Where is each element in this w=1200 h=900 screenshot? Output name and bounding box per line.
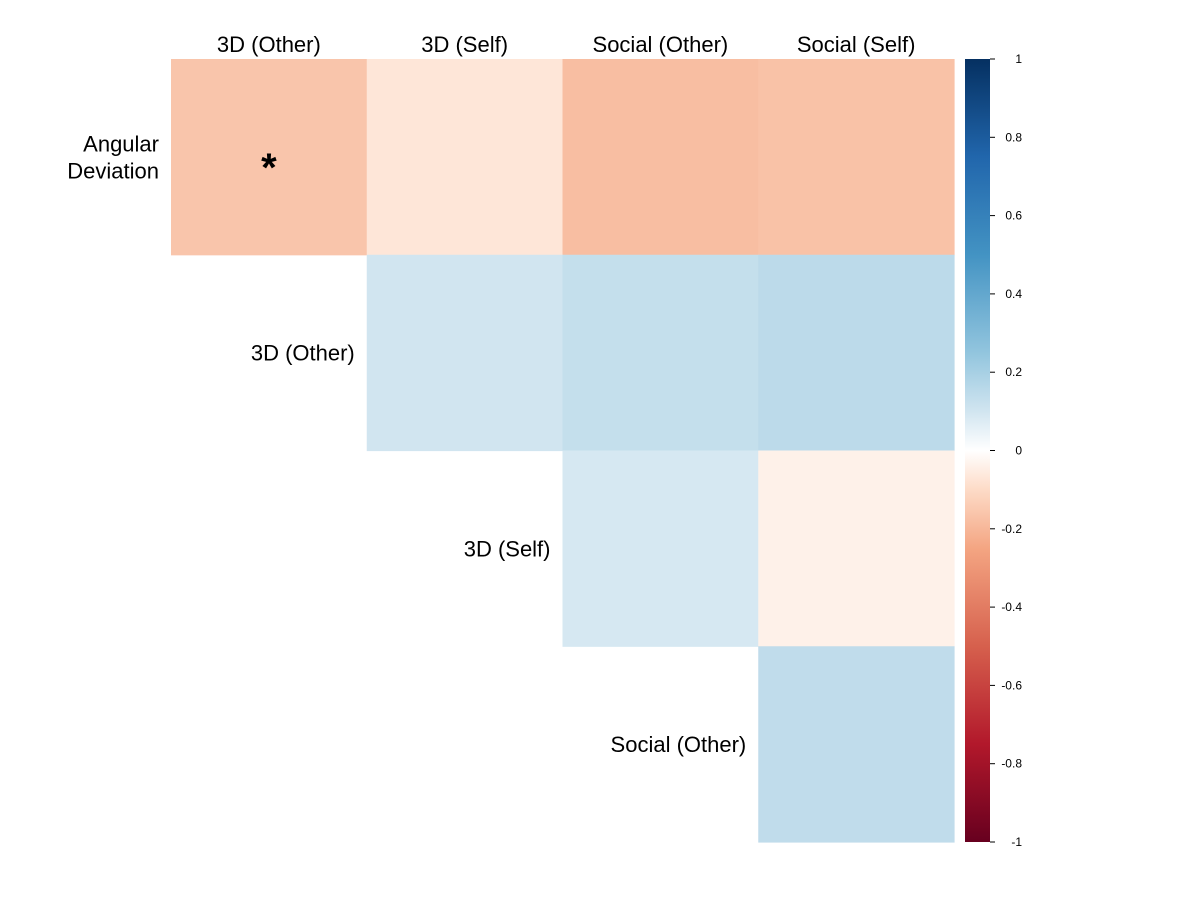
heatmap-cell (758, 254, 955, 452)
heatmap-cell (758, 59, 955, 256)
color-bar-tick-label: 0 (1015, 444, 1022, 458)
row-label: Angular Deviation (67, 131, 159, 183)
color-bar-tick-label: 0.6 (1005, 209, 1022, 223)
color-bar-tick-label: 0.4 (1005, 287, 1022, 301)
color-bar-tick-label: 0.8 (1005, 130, 1022, 144)
column-labels: 3D (Other) 3D (Self) Social (Other) Social … (217, 32, 916, 57)
significance-mark: * (261, 146, 277, 190)
heatmap-cell (758, 646, 955, 843)
heatmap-cell (366, 59, 564, 256)
heatmap-cell (171, 59, 368, 256)
color-bar-tick-label: -0.4 (1001, 600, 1022, 614)
color-bar-tick-label: -0.2 (1001, 522, 1022, 536)
color-bar (965, 59, 990, 842)
color-bar-tick-label: 0.2 (1005, 365, 1022, 379)
heatmap-cell (562, 254, 759, 452)
heatmap-cells (171, 59, 955, 843)
row-label: Social (Other) (611, 732, 747, 757)
color-legend: 1 0.8 0.6 0.4 0.2 0 -0.2 -0.4 -0.6 -0.8 -1 (965, 52, 1022, 849)
color-bar-tick-label: -1 (1011, 835, 1022, 849)
row-label: 3D (Self) (464, 536, 551, 561)
color-bar-tick-label: -0.8 (1001, 757, 1022, 771)
column-label: 3D (Self) (421, 32, 508, 57)
significance-marks: * (261, 146, 277, 190)
column-label: Social (Self) (797, 32, 916, 57)
column-label: 3D (Other) (217, 32, 321, 57)
color-bar-tick-label: -0.6 (1001, 678, 1022, 692)
color-bar-tick-label: 1 (1015, 52, 1022, 66)
heatmap-cell (562, 59, 759, 256)
row-label: 3D (Other) (251, 341, 355, 366)
row-labels: Angular Deviation 3D (Other) 3D (Self) Socia… (67, 131, 746, 757)
column-label: Social (Other) (593, 32, 729, 57)
heatmap-cell (562, 450, 759, 647)
heatmap-cell (758, 450, 955, 647)
heatmap-cell (366, 254, 564, 452)
